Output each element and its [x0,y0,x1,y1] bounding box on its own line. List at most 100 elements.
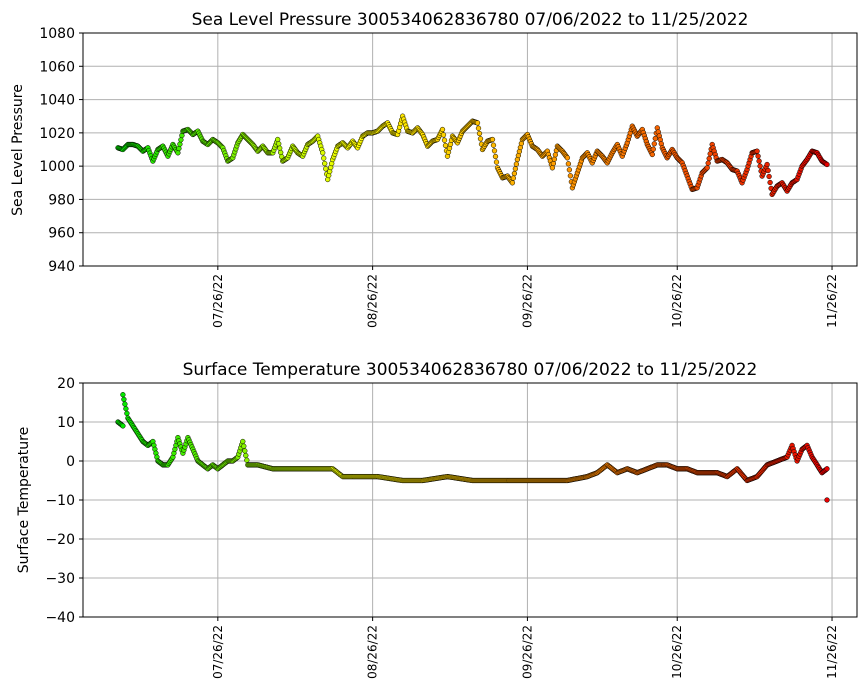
grid [83,32,857,267]
data-point [705,160,711,166]
data-point [756,158,762,164]
grid [83,382,857,618]
data-point [767,179,773,186]
data-series [115,392,830,503]
data-point [824,497,830,503]
data-point [277,145,283,151]
x-tick-label: 09/26/22 [520,274,534,328]
x-tick-label: 07/26/22 [211,274,225,328]
data-point [278,149,284,156]
data-point [511,170,518,177]
data-point [757,163,763,169]
data-point [176,145,182,152]
x-tick-label: 09/26/22 [520,625,534,679]
data-point [509,180,516,186]
y-tick-label: 20 [57,376,75,392]
y-tick-label: 1080 [39,26,75,42]
data-point [766,173,772,180]
data-point [490,142,497,148]
x-tick-labels: 07/26/22 08/26/22 09/26/22 10/26/22 11/26/22 [211,266,839,328]
data-point [564,155,571,161]
data-point [178,137,184,143]
y-tick-label: −30 [45,571,75,587]
y-tick-label: 1000 [39,159,75,175]
data-point [489,136,496,143]
data-point [120,392,126,398]
data-point [243,452,249,459]
data-point [179,132,185,139]
chart-title: Surface Temperature 300534062836780 07/0… [183,360,758,380]
data-point [323,166,329,172]
data-point [441,137,448,143]
data-point [477,136,484,142]
data-point [476,130,483,137]
data-point [754,148,760,154]
chart-title: Sea Level Pressure 300534062836780 07/06… [192,10,749,30]
data-series [115,113,830,198]
data-point [121,396,127,403]
data-point [765,167,771,174]
x-tick-label: 10/26/22 [670,274,684,328]
data-point [241,443,247,449]
data-point [492,153,499,160]
data-point [124,410,130,417]
x-tick-labels: 07/26/22 08/26/22 09/26/22 10/26/22 11/26/22 [211,617,839,679]
data-point [440,132,447,138]
data-point [242,448,248,454]
data-point [439,126,446,133]
y-tick-label: −40 [45,610,75,626]
data-point [513,161,520,167]
data-point [122,401,128,407]
y-tick-label: 1020 [39,126,75,142]
data-point [764,161,770,168]
data-point [493,159,500,165]
data-point [275,136,281,143]
y-tick-label: 980 [48,192,75,208]
data-point [566,167,573,173]
panel-surface-temperature: Surface Temperature 300534062836780 07/0… [16,360,858,679]
data-point [651,141,657,147]
data-point [649,151,655,158]
data-point [552,152,559,158]
data-point [549,165,556,171]
x-tick-label: 10/26/22 [670,625,684,679]
y-tick-label: −10 [45,493,75,509]
y-tick-label: 940 [48,259,75,275]
x-tick-label: 11/26/22 [825,274,839,328]
data-point [240,438,246,445]
panel-sea-level-pressure: Sea Level Pressure 300534062836780 07/06… [10,10,858,328]
data-point [177,141,183,147]
data-point [755,153,761,159]
data-point [475,125,482,131]
y-tick-label: 10 [57,415,75,431]
data-point [565,161,572,167]
x-tick-label: 11/26/22 [825,625,839,679]
data-point [510,175,517,181]
data-point [123,406,129,412]
y-tick-labels: 940 960 980 1000 1020 1040 1060 1080 [39,26,83,275]
y-tick-label: 960 [48,226,75,242]
data-point [652,135,658,142]
data-point [491,148,498,154]
y-tick-label: 1040 [39,93,75,109]
data-point [175,150,181,156]
data-point [824,161,830,168]
y-tick-labels: −40 −30 −20 −10 0 10 20 [45,376,83,626]
y-tick-label: 1060 [39,59,75,75]
plot-frame [82,32,858,267]
data-point [706,155,712,162]
y-axis-label: Surface Temperature [16,427,32,573]
x-tick-label: 08/26/22 [366,625,380,679]
data-point [551,156,558,162]
data-point [120,423,126,429]
data-point [824,466,830,472]
y-tick-label: 0 [66,454,75,470]
data-point [567,173,574,179]
data-point [512,166,519,172]
data-point [244,457,250,463]
data-point [704,165,710,171]
data-point [442,142,449,149]
y-axis-label: Sea Level Pressure [10,84,26,216]
y-tick-label: −20 [45,532,75,548]
